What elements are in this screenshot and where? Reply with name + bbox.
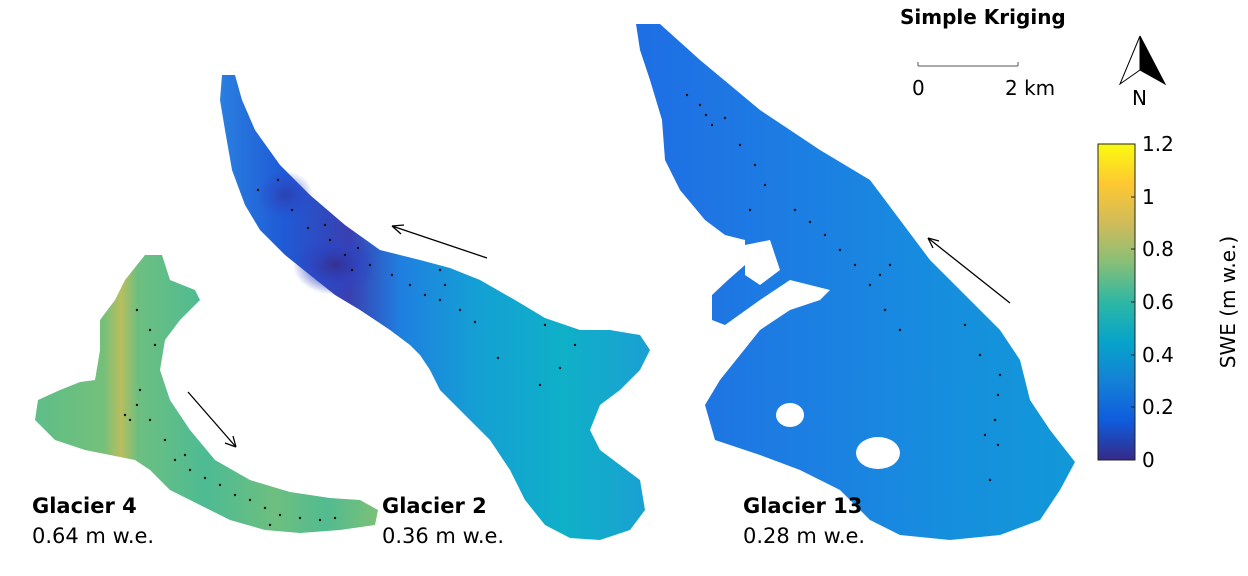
glacier-4-name: Glacier 4 [32,494,137,518]
colorbar-tick: 0.2 [1142,395,1174,419]
colorbar-label: SWE (m w.e.) [1216,235,1240,369]
glacier-2-raster [220,75,650,540]
glacier-13-swe: 0.28 m w.e. [743,524,866,548]
colorbar-tick: 1.2 [1142,132,1174,156]
colorbar-tick: 0.8 [1142,237,1174,261]
glacier-4-raster [35,255,378,533]
glacier-4-swe: 0.64 m w.e. [32,524,155,548]
map-title: Simple Kriging [900,5,1066,29]
colorbar-tick: 1 [1142,185,1155,209]
glacier-2-name: Glacier 2 [382,494,487,518]
colorbar-tick: 0.6 [1142,290,1174,314]
north-arrow-label: N [1132,86,1147,110]
colorbar-tick: 0.4 [1142,343,1174,367]
scale-bar-end-label: 2 km [1005,76,1056,100]
colorbar [1097,143,1136,461]
scale-bar-start-label: 0 [912,76,925,100]
glacier-2-swe: 0.36 m w.e. [382,524,505,548]
glacier-13-raster [636,24,1075,540]
flow-arrows [187,224,1011,448]
scale-bar [917,62,1019,67]
north-arrow-icon [1118,35,1167,86]
colorbar-tick: 0 [1142,448,1155,472]
glacier-13-name: Glacier 13 [743,494,863,518]
sample-points [123,93,1002,527]
